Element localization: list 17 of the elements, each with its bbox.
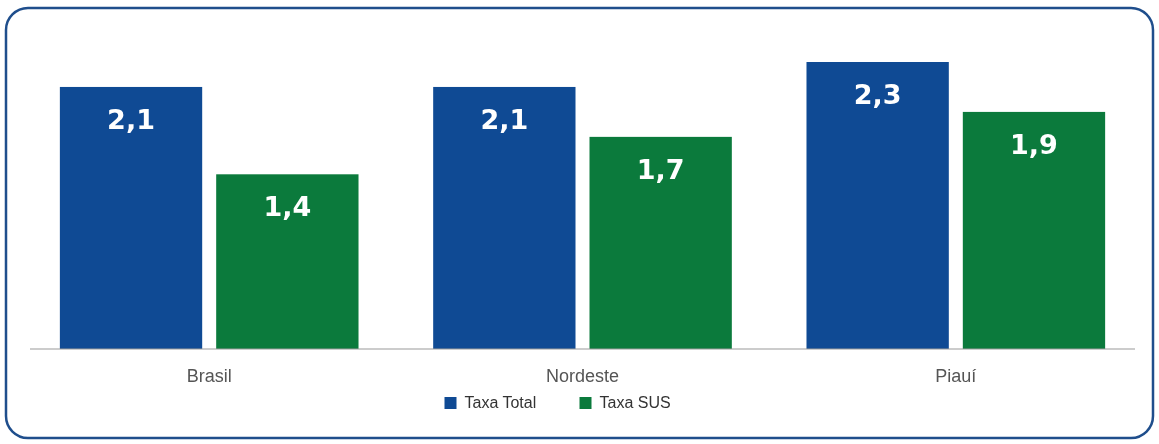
bar <box>806 62 949 349</box>
data-label: 2,3 <box>853 79 902 110</box>
bar <box>59 86 203 349</box>
x-tick-label: Brasil <box>186 366 232 386</box>
data-label: 1,9 <box>1010 128 1058 160</box>
data-label: 2,1 <box>480 103 529 135</box>
data-label: 1,7 <box>636 153 685 185</box>
bar <box>216 174 359 349</box>
bar <box>962 111 1106 349</box>
x-tick-label: Nordeste <box>545 366 620 386</box>
legend-label: Taxa Total <box>464 394 537 411</box>
data-label: 2,1 <box>107 103 155 135</box>
bar <box>589 136 732 349</box>
x-tick-label: Piauí <box>935 366 977 386</box>
data-label: 1,4 <box>263 191 312 223</box>
bar <box>433 86 576 349</box>
legend-label: Taxa SUS <box>599 394 671 411</box>
